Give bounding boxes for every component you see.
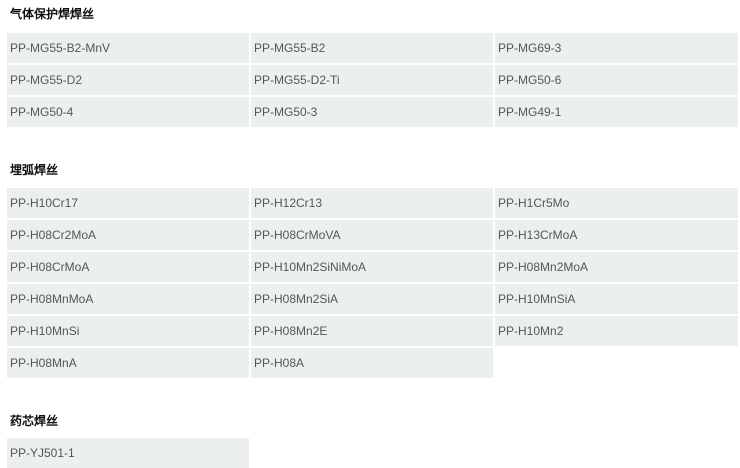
- product-link[interactable]: PP-MG55-D2: [7, 65, 249, 95]
- product-link[interactable]: PP-MG55-B2: [251, 33, 493, 63]
- product-link[interactable]: PP-H08Mn2SiA: [251, 284, 493, 314]
- product-link[interactable]: PP-YJ501-1: [7, 438, 249, 468]
- section-submerged-arc-wire: 埋弧焊丝 PP-H10Cr17 PP-H12Cr13 PP-H1Cr5Mo PP-H0…: [7, 161, 739, 378]
- product-link[interactable]: PP-MG50-4: [7, 97, 249, 127]
- product-link[interactable]: PP-H13CrMoA: [495, 220, 738, 250]
- product-link[interactable]: PP-MG55-D2-Ti: [251, 65, 493, 95]
- product-link[interactable]: PP-MG69-3: [495, 33, 738, 63]
- product-link[interactable]: PP-H08Cr2MoA: [7, 220, 249, 250]
- product-link[interactable]: PP-H10Mn2SiNiMoA: [251, 252, 493, 282]
- product-link[interactable]: PP-H10MnSiA: [495, 284, 738, 314]
- product-grid: PP-H10Cr17 PP-H12Cr13 PP-H1Cr5Mo PP-H08Cr2M…: [7, 188, 739, 378]
- section-title: 药芯焊丝: [10, 414, 59, 428]
- product-link[interactable]: PP-H08A: [251, 348, 493, 378]
- product-link[interactable]: PP-H08Mn2E: [251, 316, 493, 346]
- section-gas-shielded-wire: 气体保护焊焊丝 PP-MG55-B2-MnV PP-MG55-B2 PP-MG69-…: [7, 5, 739, 127]
- product-grid: PP-MG55-B2-MnV PP-MG55-B2 PP-MG69-3 PP-MG55…: [7, 33, 739, 127]
- product-link[interactable]: PP-H10Cr17: [7, 188, 249, 218]
- product-link[interactable]: PP-H12Cr13: [251, 188, 493, 218]
- product-link[interactable]: PP-H08Mn2MoA: [495, 252, 738, 282]
- product-link[interactable]: PP-MG49-1: [495, 97, 738, 127]
- section-flux-cored-wire: 药芯焊丝 PP-YJ501-1: [7, 412, 739, 468]
- product-link[interactable]: PP-H08MnA: [7, 348, 249, 378]
- product-link[interactable]: PP-H10Mn2: [495, 316, 738, 346]
- product-link[interactable]: PP-MG55-B2-MnV: [7, 33, 249, 63]
- product-grid: PP-YJ501-1: [7, 438, 739, 468]
- section-title: 气体保护焊焊丝: [10, 7, 95, 21]
- product-link[interactable]: PP-H08CrMoA: [7, 252, 249, 282]
- product-link[interactable]: PP-H1Cr5Mo: [495, 188, 738, 218]
- section-title: 埋弧焊丝: [10, 163, 59, 177]
- product-link[interactable]: PP-MG50-3: [251, 97, 493, 127]
- product-link[interactable]: PP-MG50-6: [495, 65, 738, 95]
- product-link[interactable]: PP-H08CrMoVA: [251, 220, 493, 250]
- product-link[interactable]: PP-H10MnSi: [7, 316, 249, 346]
- product-link[interactable]: PP-H08MnMoA: [7, 284, 249, 314]
